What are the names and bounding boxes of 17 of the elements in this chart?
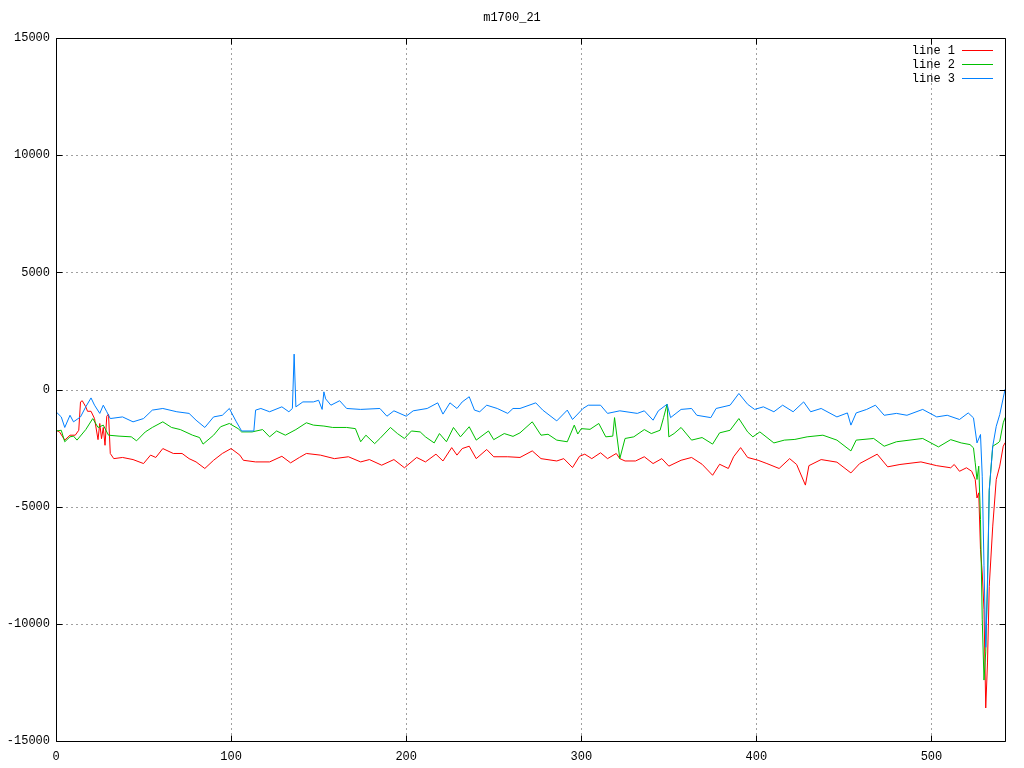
x-tick-label: 200: [395, 750, 417, 765]
y-tick-label: 15000: [13, 31, 50, 46]
legend-label: line 1: [911, 43, 955, 58]
y-tick-label: 10000: [13, 148, 50, 163]
y-tick-label: -5000: [13, 499, 50, 514]
x-tick-label: 100: [220, 750, 242, 765]
y-tick-label: -15000: [6, 734, 50, 749]
x-tick-label: 400: [745, 750, 768, 765]
chart-title: m1700_21: [483, 11, 541, 26]
y-tick-label: 5000: [21, 265, 50, 280]
x-tick-label: 300: [570, 750, 593, 765]
y-tick-label: 0: [42, 382, 50, 397]
x-tick-label: 0: [52, 750, 60, 765]
y-tick-label: -10000: [6, 617, 50, 632]
legend-label: line 2: [911, 57, 955, 72]
legend-label: line 3: [911, 71, 955, 86]
x-tick-label: 500: [920, 750, 943, 765]
